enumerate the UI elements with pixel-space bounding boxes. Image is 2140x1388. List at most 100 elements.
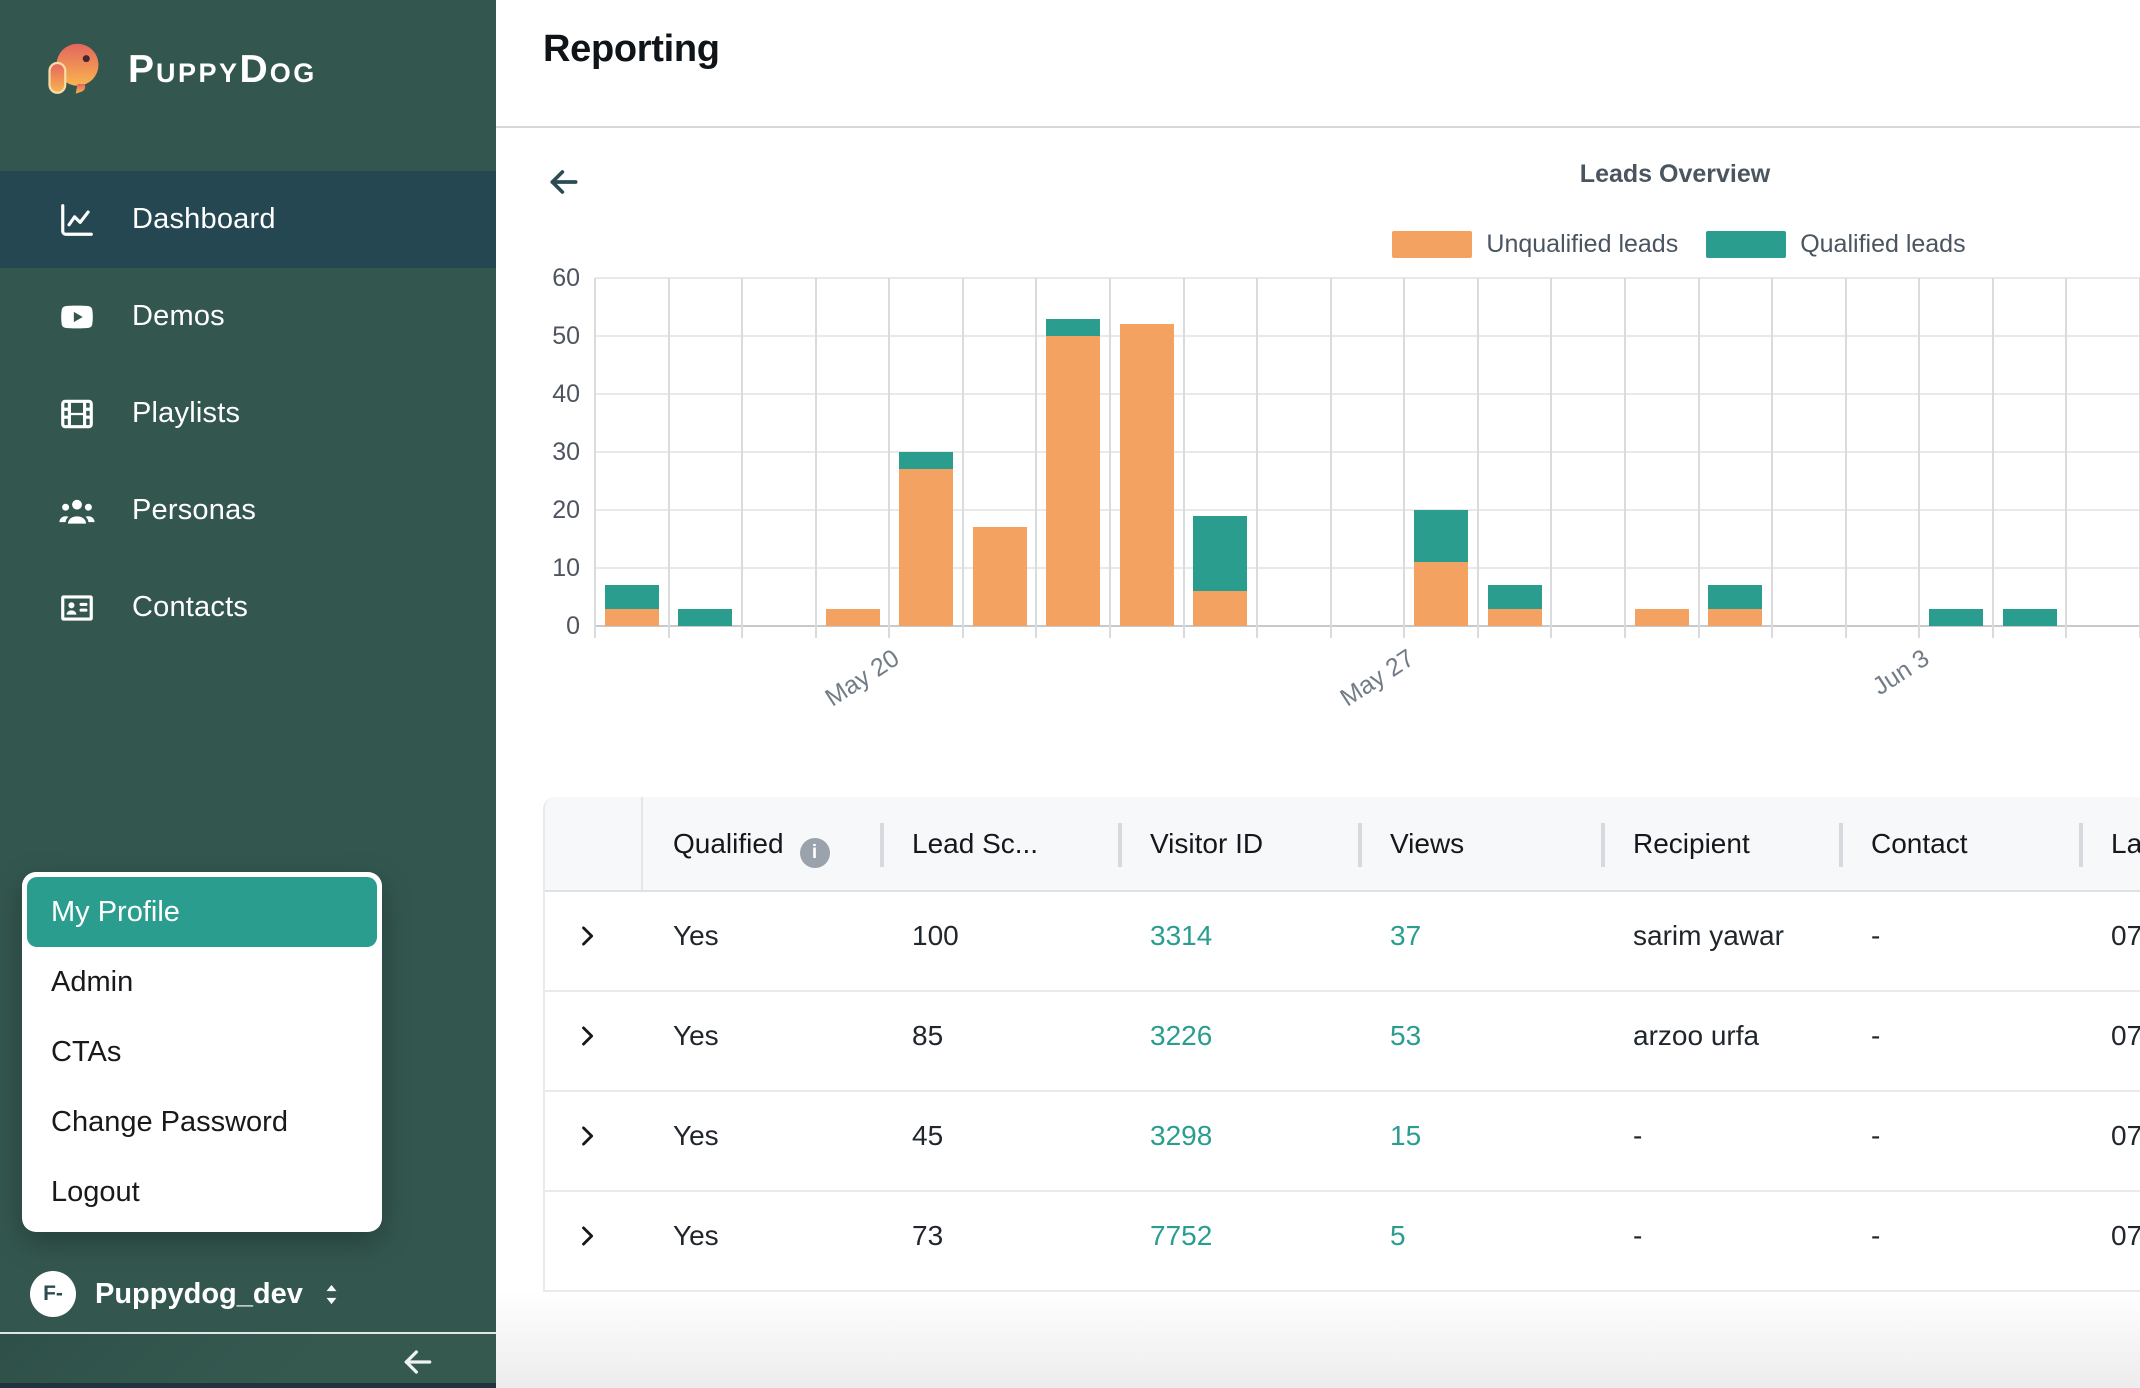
sidebar-item-demos[interactable]: Demos [0,268,496,365]
row-expand-button[interactable] [573,1222,601,1250]
y-axis-label: 10 [500,553,580,583]
cell-visitor_id[interactable]: 3226 [1120,992,1360,1090]
gridline-y [595,509,2140,511]
cell-views[interactable]: 53 [1360,992,1603,1090]
gridline-x [962,278,964,638]
chevrons-up-down-icon [318,1281,345,1308]
chart-line-icon [58,201,96,239]
bar-unqualified [1120,324,1174,626]
y-axis-label: 0 [500,611,580,641]
cell-recipient: - [1603,1092,1841,1190]
cell-lead_score: 45 [882,1092,1120,1190]
collapse-sidebar-button[interactable] [396,1342,440,1382]
cell-contact: - [1841,1092,2081,1190]
cell-lead_score: 85 [882,992,1120,1090]
back-button[interactable] [541,160,587,206]
bar-qualified [1488,585,1542,608]
sidebar-item-label: Playlists [132,397,240,430]
page-title: Reporting [543,28,720,71]
column-header-qualified[interactable]: Qualified i [643,797,882,890]
column-header-label: Qualified [673,828,784,859]
cell-recipient: sarim yawar [1603,892,1841,990]
legend-swatch [1706,231,1786,258]
column-header-last[interactable]: La [2081,797,2140,890]
row-expand-button[interactable] [573,1122,601,1150]
film-icon [58,395,96,433]
info-icon[interactable]: i [800,838,830,868]
x-axis-label: May 20 [747,644,905,761]
menu-item-admin[interactable]: Admin [27,947,377,1017]
table-header-row: Qualified i Lead Sc...Visitor ID Views Recip… [545,797,2140,892]
gridline-y [595,567,2140,569]
bar-unqualified [1046,336,1100,626]
cell-views[interactable]: 15 [1360,1092,1603,1190]
cell-qualified: Yes [643,1192,882,1290]
sidebar-item-label: Dashboard [132,203,276,236]
sidebar-nav: Dashboard Demos Playlists PersonasContacts [0,171,496,656]
column-header-lead_score[interactable]: Lead Sc... [882,797,1120,890]
bar-qualified [605,585,659,608]
y-axis-label: 20 [500,495,580,525]
cell-qualified: Yes [643,1092,882,1190]
brand: PuppyDog [46,40,317,100]
puppydog-logo-icon [46,40,102,100]
table-row: Yes100331437sarim yawar-07 [545,892,2140,992]
gridline-x [741,278,743,638]
sidebar-item-contacts[interactable]: Contacts [0,559,496,656]
gridline-x [888,278,890,638]
cell-views[interactable]: 5 [1360,1192,1603,1290]
cell-last: 07 [2081,1192,2140,1290]
gridline-x [1109,278,1111,638]
menu-item-my-profile[interactable]: My Profile [27,877,377,947]
expander-cell [545,892,643,990]
cell-visitor_id[interactable]: 3314 [1120,892,1360,990]
bar-unqualified [1414,562,1468,626]
menu-item-ctas[interactable]: CTAs [27,1017,377,1087]
sidebar-item-personas[interactable]: Personas [0,462,496,559]
bar-unqualified [1193,591,1247,626]
bar-qualified [1414,510,1468,562]
cell-recipient: arzoo urfa [1603,992,1841,1090]
menu-item-change-password[interactable]: Change Password [27,1087,377,1157]
legend-item-qualified-leads[interactable]: Qualified leads [1706,230,1965,259]
cell-last: 07 [2081,892,2140,990]
column-header-views[interactable]: Views [1360,797,1603,890]
cell-visitor_id[interactable]: 3298 [1120,1092,1360,1190]
column-header-visitor_id[interactable]: Visitor ID [1120,797,1360,890]
column-header-label: Views [1390,828,1464,859]
gridline-x [1183,278,1185,638]
gridline-y [595,277,2140,279]
id-card-icon [58,589,96,627]
gridline-x [1771,278,1773,638]
user-name: Puppydog_dev [95,1278,303,1311]
gridline-x [1330,278,1332,638]
cell-visitor_id[interactable]: 7752 [1120,1192,1360,1290]
row-expand-button[interactable] [573,922,601,950]
legend-swatch [1392,231,1472,258]
cell-lead_score: 100 [882,892,1120,990]
bar-unqualified [1708,609,1762,626]
main-content: Reporting Leads Overview Unqualified lea… [496,0,2140,1388]
column-header-label: La [2111,828,2140,859]
bar-qualified [1193,516,1247,591]
sidebar-item-dashboard[interactable]: Dashboard [0,171,496,268]
legend-item-unqualified-leads[interactable]: Unqualified leads [1392,230,1678,259]
scroll-fade [496,1290,2140,1388]
gridline-x [668,278,670,638]
expander-cell [545,1192,643,1290]
column-header-label: Recipient [1633,828,1750,859]
sidebar: PuppyDog Dashboard Demos Playlists Personas… [0,0,496,1388]
cell-last: 07 [2081,992,2140,1090]
column-header-recipient[interactable]: Recipient [1603,797,1841,890]
cell-views[interactable]: 37 [1360,892,1603,990]
legend-label: Unqualified leads [1486,230,1678,259]
menu-item-logout[interactable]: Logout [27,1157,377,1227]
sidebar-item-label: Demos [132,300,225,333]
sidebar-item-playlists[interactable]: Playlists [0,365,496,462]
user-menu[interactable]: F- Puppydog_dev [0,1266,496,1322]
row-expand-button[interactable] [573,1022,601,1050]
column-header-contact[interactable]: Contact [1841,797,2081,890]
gridline-y [595,335,2140,337]
gridline-x [2065,278,2067,638]
gridline-x [1550,278,1552,638]
